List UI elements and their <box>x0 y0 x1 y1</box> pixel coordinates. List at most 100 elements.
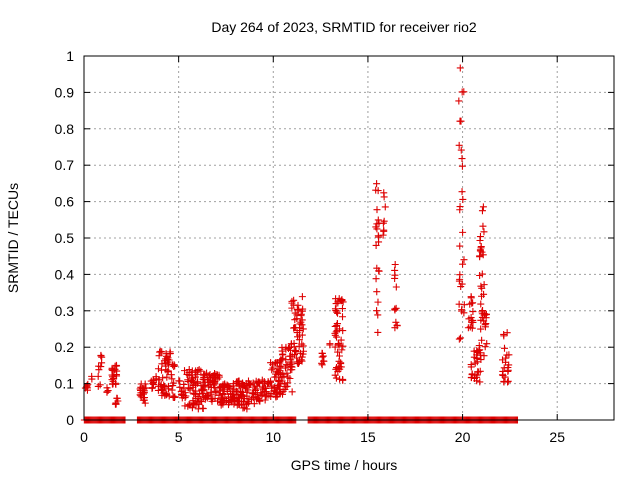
data-point <box>297 356 305 364</box>
data-point <box>333 320 341 328</box>
x-tick-label: 5 <box>175 429 183 445</box>
data-point <box>199 404 207 412</box>
x-tick-label: 25 <box>549 429 565 445</box>
data-point <box>337 360 345 368</box>
data-point <box>167 371 175 379</box>
data-point <box>474 368 482 376</box>
y-tick-label: 0.7 <box>55 157 75 173</box>
data-point <box>282 345 290 353</box>
data-point <box>225 401 233 409</box>
data-point <box>332 374 340 382</box>
data-point <box>477 325 485 333</box>
data-point <box>331 343 339 351</box>
data-point <box>160 382 168 390</box>
data-point <box>112 399 120 407</box>
data-point <box>164 355 172 363</box>
data-point <box>269 364 277 372</box>
data-point <box>255 396 263 404</box>
data-point <box>373 180 381 188</box>
data-point <box>326 340 334 348</box>
data-point <box>200 375 208 383</box>
y-tick-label: 0.6 <box>55 194 75 210</box>
data-point <box>236 390 244 398</box>
data-point <box>189 381 197 389</box>
data-point <box>457 146 465 154</box>
data-point <box>479 251 487 259</box>
y-tick-label: 0.1 <box>55 376 75 392</box>
data-point <box>268 382 276 390</box>
data-point <box>339 342 347 350</box>
data-point <box>476 246 484 254</box>
data-point <box>286 375 294 383</box>
data-point <box>161 389 169 397</box>
data-point <box>460 88 468 96</box>
data-point <box>298 307 306 315</box>
y-tick-label: 0.5 <box>55 230 75 246</box>
data-point <box>155 376 163 384</box>
data-point <box>250 400 258 408</box>
data-point <box>296 320 304 328</box>
data-point <box>374 328 382 336</box>
data-point <box>243 400 251 408</box>
data-point <box>185 401 193 409</box>
data-point <box>456 206 464 214</box>
data-point <box>499 356 507 364</box>
data-point <box>295 306 303 314</box>
data-point <box>467 294 475 302</box>
data-point <box>334 348 342 356</box>
data-point <box>477 300 485 308</box>
data-point <box>332 365 340 373</box>
data-point <box>95 366 103 374</box>
data-point <box>459 195 467 203</box>
data-point <box>192 387 200 395</box>
data-point <box>176 383 184 391</box>
data-point <box>335 352 343 360</box>
data-point <box>373 206 381 214</box>
data-point <box>267 378 275 386</box>
data-point <box>158 366 166 374</box>
data-point <box>149 380 157 388</box>
data-point <box>318 349 326 357</box>
data-point <box>165 392 173 400</box>
data-point <box>336 325 344 333</box>
data-point <box>295 342 303 350</box>
data-point <box>94 372 102 380</box>
data-point <box>372 186 380 194</box>
data-point <box>290 296 298 304</box>
data-point <box>375 238 383 246</box>
data-point <box>499 371 507 379</box>
data-point <box>288 388 296 396</box>
data-point <box>201 370 209 378</box>
y-tick-label: 0.2 <box>55 339 75 355</box>
data-point <box>334 309 342 317</box>
data-point <box>272 392 280 400</box>
y-tick-label: 1 <box>66 48 74 64</box>
y-tick-label: 0.8 <box>55 121 75 137</box>
data-point <box>193 398 201 406</box>
data-point <box>391 305 399 313</box>
data-point <box>280 372 288 380</box>
data-point <box>278 344 286 352</box>
data-point <box>455 97 463 105</box>
data-point <box>338 346 346 354</box>
data-point <box>219 390 227 398</box>
data-point <box>293 329 301 337</box>
x-tick-label: 10 <box>265 429 281 445</box>
data-point <box>182 392 190 400</box>
data-point <box>218 382 226 390</box>
data-point <box>470 353 478 361</box>
data-point <box>203 394 211 402</box>
data-point <box>254 395 262 403</box>
data-point <box>215 373 223 381</box>
data-point <box>195 366 203 374</box>
data-point <box>278 377 286 385</box>
data-point <box>169 393 177 401</box>
data-point <box>503 329 511 337</box>
data-point <box>192 394 200 402</box>
data-point <box>455 335 463 343</box>
data-point <box>298 316 306 324</box>
data-point <box>96 381 104 389</box>
data-point <box>298 293 306 301</box>
data-point <box>200 386 208 394</box>
data-point <box>299 325 307 333</box>
